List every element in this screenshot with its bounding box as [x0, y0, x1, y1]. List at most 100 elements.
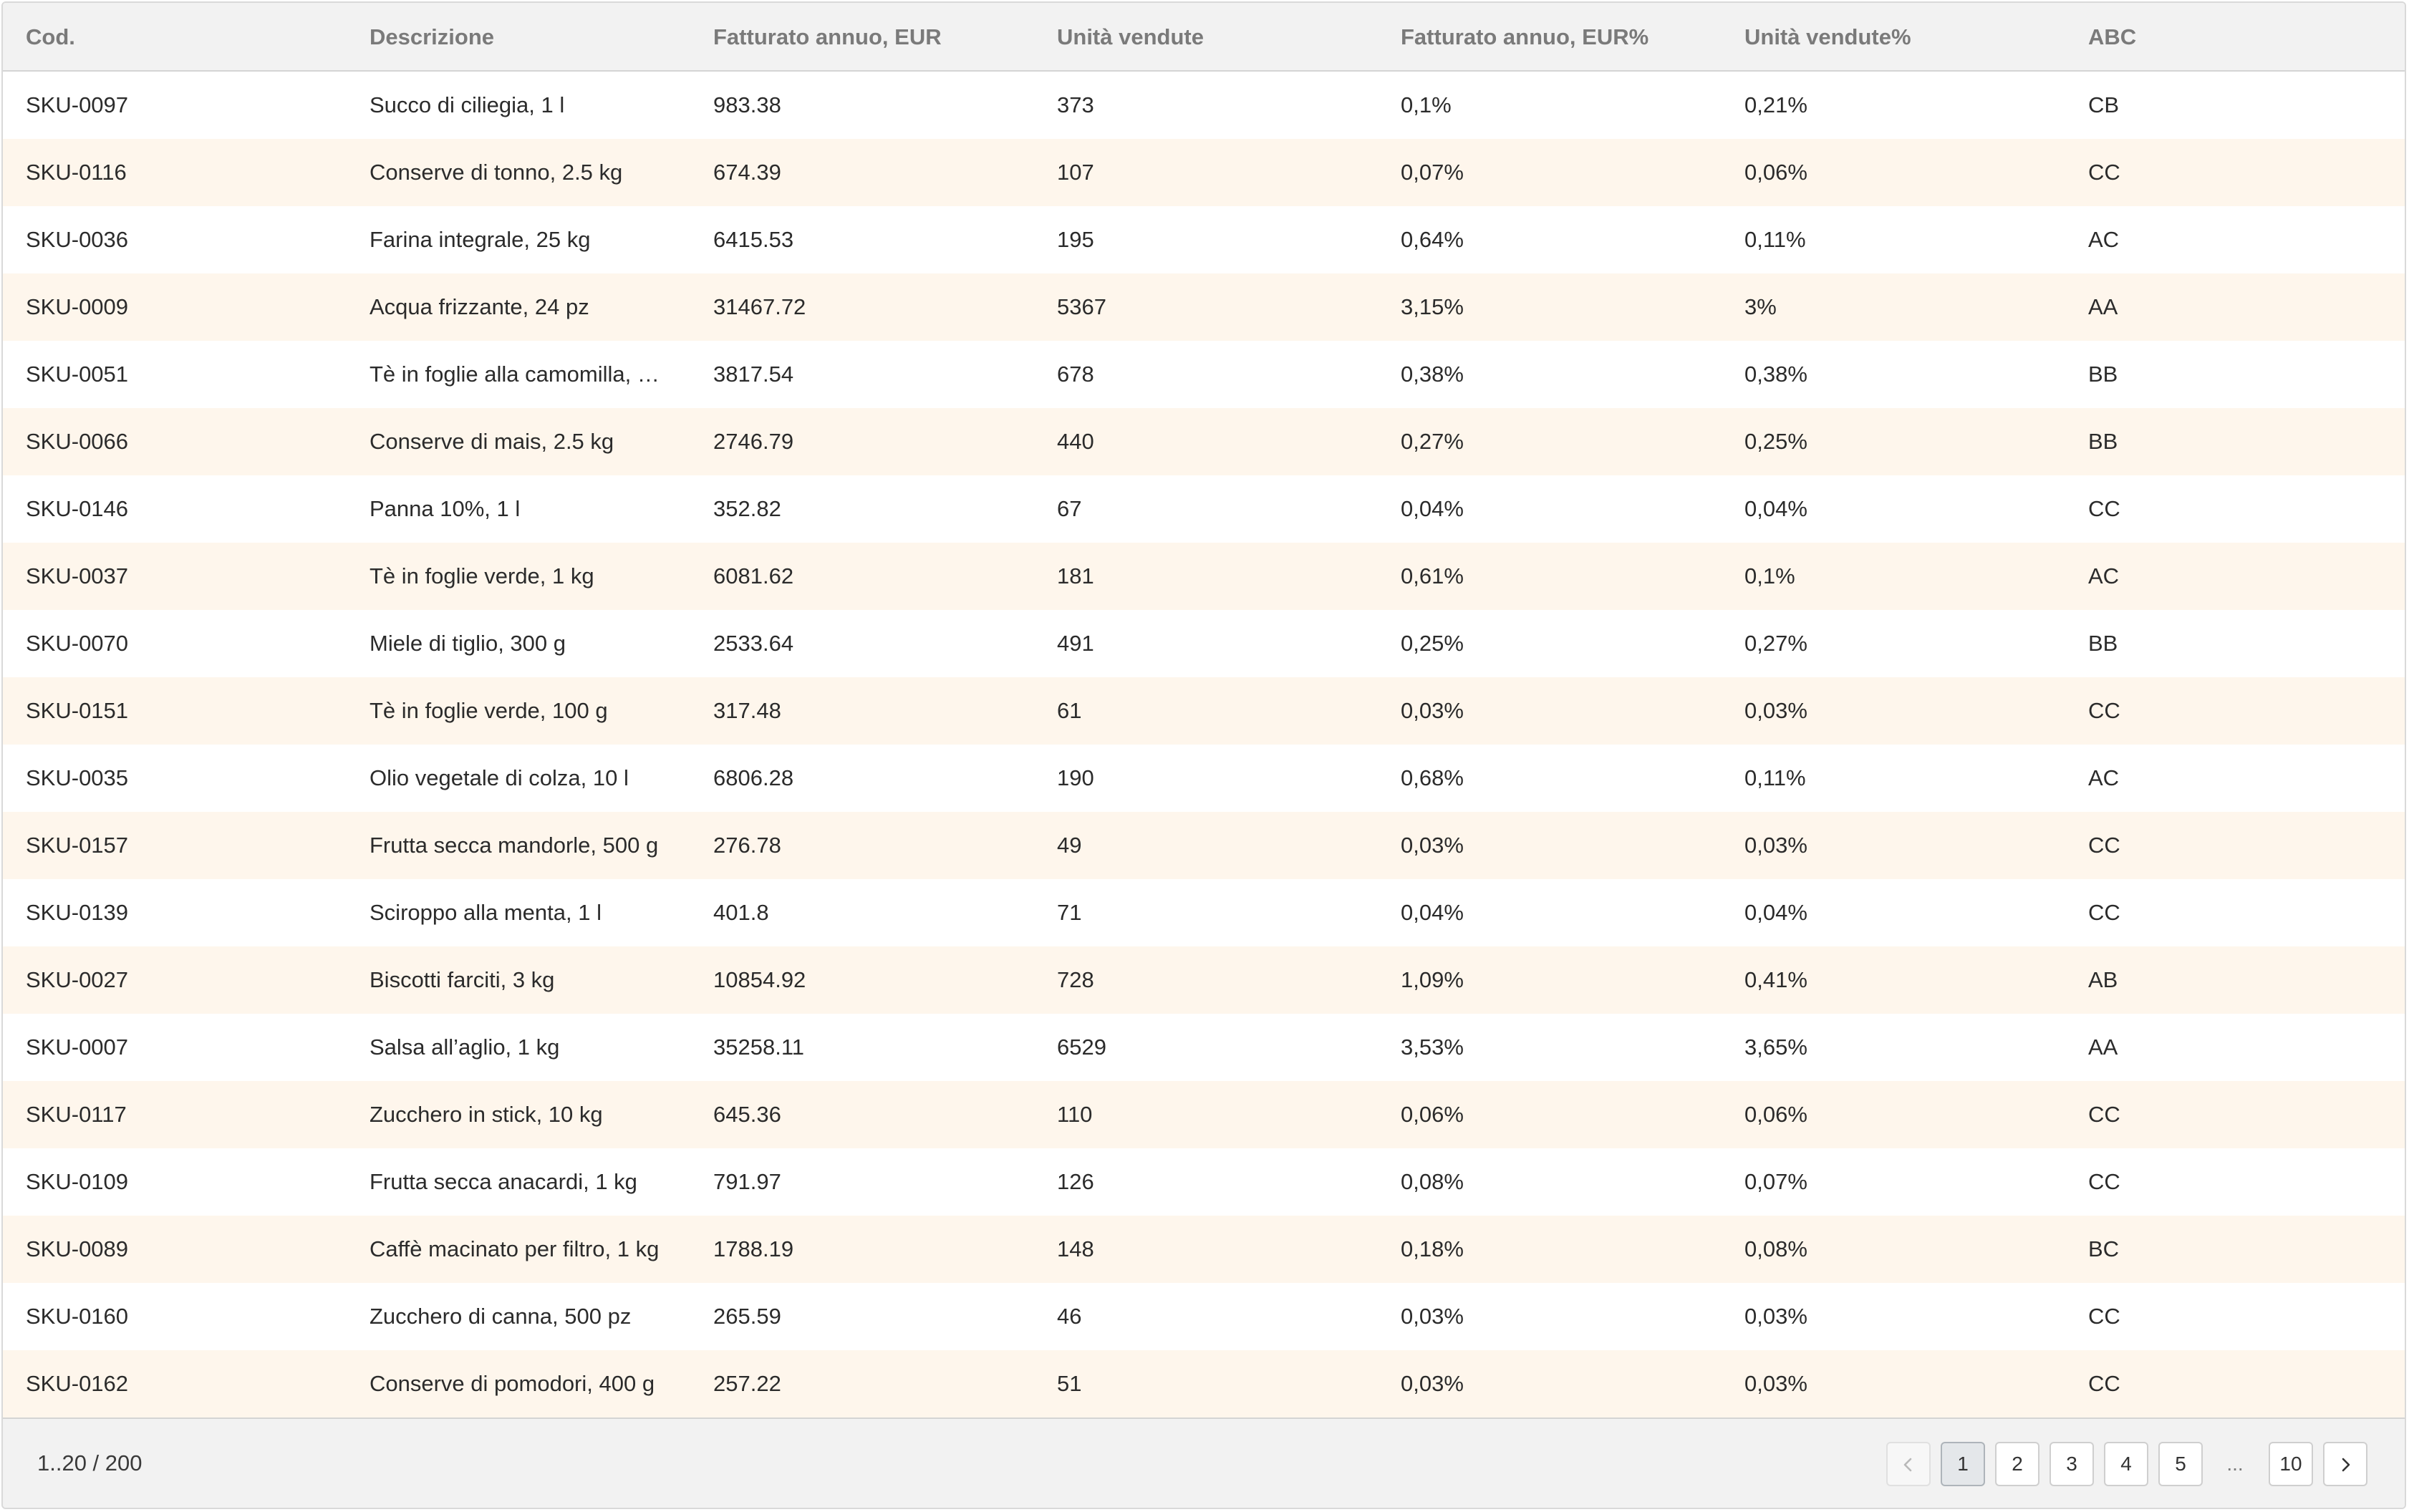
column-header-abc[interactable]: ABC — [2088, 24, 2137, 49]
cell-code: SKU-0036 — [26, 227, 129, 252]
previous-page-button[interactable] — [1886, 1442, 1931, 1486]
cell-code: SKU-0146 — [26, 496, 129, 521]
table-row[interactable]: SKU-0007 Salsa all’aglio, 1 kg 35258.11 652… — [3, 1014, 2405, 1081]
column-header-annual-revenue-percent[interactable]: Fatturato annuo, EUR% — [1401, 24, 1649, 49]
cell-units-sold: 6529 — [1057, 1034, 1106, 1060]
cell-code: SKU-0009 — [26, 294, 129, 319]
cell-annual-revenue-percent: 0,08% — [1401, 1169, 1464, 1194]
cell-annual-revenue-percent: 0,27% — [1401, 429, 1464, 454]
table-row[interactable]: SKU-0117 Zucchero in stick, 10 kg 645.36 11… — [3, 1081, 2405, 1148]
cell-code: SKU-0089 — [26, 1236, 129, 1261]
table-row[interactable]: SKU-0097 Succo di ciliegia, 1 l 983.38 373 0… — [3, 72, 2405, 139]
page-button-2[interactable]: 2 — [1995, 1442, 2039, 1486]
cell-annual-revenue-percent: 0,07% — [1401, 160, 1464, 185]
cell-abc: AB — [2088, 967, 2118, 992]
page-button-10[interactable]: 10 — [2269, 1442, 2313, 1486]
cell-annual-revenue-percent: 0,04% — [1401, 900, 1464, 925]
table-row[interactable]: SKU-0109 Frutta secca anacardi, 1 kg 791.9… — [3, 1148, 2405, 1216]
cell-description: Miele di tiglio, 300 g — [370, 631, 566, 656]
cell-annual-revenue-percent: 3,15% — [1401, 294, 1464, 319]
table-row[interactable]: SKU-0070 Miele di tiglio, 300 g 2533.64 491… — [3, 610, 2405, 677]
cell-units-sold-percent: 0,11% — [1744, 765, 1806, 790]
cell-code: SKU-0051 — [26, 362, 129, 387]
cell-abc: AC — [2088, 227, 2120, 252]
table-row[interactable]: SKU-0139 Sciroppo alla menta, 1 l 401.8 71 0… — [3, 879, 2405, 946]
cell-annual-revenue-percent: 0,06% — [1401, 1102, 1464, 1127]
cell-annual-revenue: 2746.79 — [713, 429, 794, 454]
table-row[interactable]: SKU-0160 Zucchero di canna, 500 pz 265.59 4… — [3, 1283, 2405, 1350]
table-row[interactable]: SKU-0162 Conserve di pomodori, 400 g 257.2… — [3, 1350, 2405, 1418]
table-row[interactable]: SKU-0066 Conserve di mais, 2.5 kg 2746.79 4… — [3, 408, 2405, 475]
cell-description: Zucchero in stick, 10 kg — [370, 1102, 603, 1127]
table-row[interactable]: SKU-0146 Panna 10%, 1 l 352.82 67 0,04% 0,04%… — [3, 475, 2405, 543]
cell-units-sold: 110 — [1057, 1102, 1093, 1127]
table-row[interactable]: SKU-0116 Conserve di tonno, 2.5 kg 674.39 1… — [3, 139, 2405, 206]
cell-description: Salsa all’aglio, 1 kg — [370, 1034, 560, 1060]
cell-abc: CC — [2088, 1371, 2120, 1396]
cell-units-sold: 181 — [1057, 563, 1094, 588]
cell-units-sold: 61 — [1057, 698, 1082, 723]
column-header-description[interactable]: Descrizione — [370, 24, 495, 49]
cell-units-sold-percent: 3,65% — [1744, 1034, 1807, 1060]
table-row[interactable]: SKU-0089 Caffè macinato per filtro, 1 kg 1… — [3, 1216, 2405, 1283]
table-row[interactable]: SKU-0036 Farina integrale, 25 kg 6415.53 19… — [3, 206, 2405, 273]
cell-code: SKU-0027 — [26, 967, 129, 992]
cell-units-sold: 728 — [1057, 967, 1094, 992]
pagination-range: 1..20 / 200 — [37, 1450, 143, 1475]
cell-abc: BB — [2088, 362, 2118, 387]
table-row[interactable]: SKU-0151 Tè in foglie verde, 100 g 317.48 6… — [3, 677, 2405, 745]
cell-code: SKU-0162 — [26, 1371, 129, 1396]
cell-annual-revenue-percent: 0,04% — [1401, 496, 1464, 521]
cell-units-sold-percent: 0,03% — [1744, 833, 1807, 858]
cell-units-sold: 678 — [1057, 362, 1094, 387]
cell-annual-revenue: 276.78 — [713, 833, 781, 858]
cell-description: Tè in foglie verde, 100 g — [370, 698, 608, 723]
cell-code: SKU-0007 — [26, 1034, 129, 1060]
cell-units-sold: 5367 — [1057, 294, 1106, 319]
cell-annual-revenue-percent: 0,03% — [1401, 1304, 1464, 1329]
column-header-units-sold[interactable]: Unità vendute — [1057, 24, 1204, 49]
cell-abc: CC — [2088, 900, 2120, 925]
cell-description: Tè in foglie verde, 1 kg — [370, 563, 594, 588]
page-button-4[interactable]: 4 — [2104, 1442, 2148, 1486]
column-header-annual-revenue[interactable]: Fatturato annuo, EUR — [713, 24, 942, 49]
table-row[interactable]: SKU-0051 Tè in foglie alla camomilla, 2… 3… — [3, 341, 2405, 408]
cell-description: Conserve di tonno, 2.5 kg — [370, 160, 623, 185]
grid-footer: 1..20 / 200 1 2 3 4 5 ... 10 — [3, 1418, 2405, 1508]
cell-annual-revenue: 791.97 — [713, 1169, 781, 1194]
cell-description: Frutta secca anacardi, 1 kg — [370, 1169, 637, 1194]
page-button-1[interactable]: 1 — [1941, 1442, 1985, 1486]
cell-units-sold: 126 — [1057, 1169, 1094, 1194]
next-page-button[interactable] — [2323, 1442, 2367, 1486]
table-row[interactable]: SKU-0027 Biscotti farciti, 3 kg 10854.92 72… — [3, 946, 2405, 1014]
cell-description: Tè in foglie alla camomilla, 2… — [370, 362, 670, 387]
cell-units-sold-percent: 0,06% — [1744, 1102, 1807, 1127]
cell-annual-revenue: 6415.53 — [713, 227, 794, 252]
cell-description: Panna 10%, 1 l — [370, 496, 521, 521]
column-header-code[interactable]: Cod. — [26, 24, 75, 49]
cell-annual-revenue: 401.8 — [713, 900, 769, 925]
cell-code: SKU-0066 — [26, 429, 129, 454]
cell-description: Succo di ciliegia, 1 l — [370, 92, 565, 117]
table-row[interactable]: SKU-0037 Tè in foglie verde, 1 kg 6081.62 1… — [3, 543, 2405, 610]
cell-units-sold: 71 — [1057, 900, 1082, 925]
cell-units-sold: 148 — [1057, 1236, 1094, 1261]
cell-abc: AA — [2088, 1034, 2118, 1060]
cell-code: SKU-0160 — [26, 1304, 129, 1329]
cell-annual-revenue-percent: 0,03% — [1401, 698, 1464, 723]
table-row[interactable]: SKU-0035 Olio vegetale di colza, 10 l 6806… — [3, 745, 2405, 812]
cell-units-sold-percent: 0,04% — [1744, 900, 1807, 925]
cell-units-sold-percent: 0,21% — [1744, 92, 1807, 117]
page-button-3[interactable]: 3 — [2050, 1442, 2094, 1486]
page-button-5[interactable]: 5 — [2158, 1442, 2203, 1486]
grid-header: Cod. Descrizione Fatturato annuo, EUR Un… — [3, 3, 2405, 72]
cell-abc: AA — [2088, 294, 2118, 319]
cell-description: Conserve di mais, 2.5 kg — [370, 429, 614, 454]
cell-abc: CC — [2088, 1304, 2120, 1329]
cell-units-sold: 440 — [1057, 429, 1094, 454]
cell-annual-revenue-percent: 3,53% — [1401, 1034, 1464, 1060]
table-row[interactable]: SKU-0157 Frutta secca mandorle, 500 g 276.… — [3, 812, 2405, 879]
table-row[interactable]: SKU-0009 Acqua frizzante, 24 pz 31467.72 53… — [3, 273, 2405, 341]
column-header-units-sold-percent[interactable]: Unità vendute% — [1744, 24, 1911, 49]
